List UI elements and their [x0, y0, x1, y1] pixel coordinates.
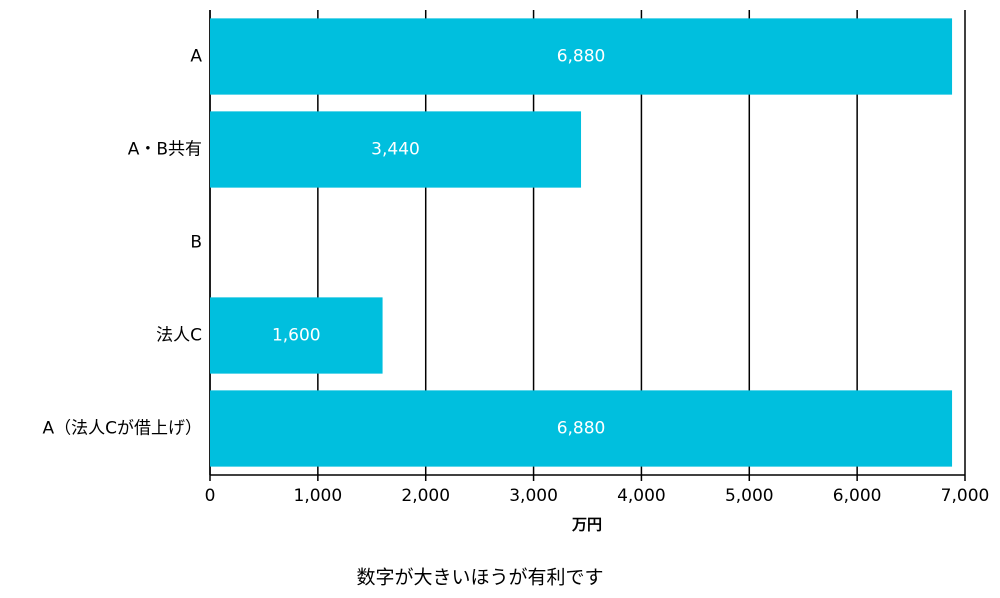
bar [210, 18, 953, 95]
x-tick-label: 6,000 [833, 486, 882, 506]
x-tick-label: 4,000 [617, 486, 666, 506]
y-tick-label: B [190, 233, 202, 253]
footnote: 数字が大きいほうが有利です [356, 567, 603, 589]
bar [210, 297, 383, 374]
x-axis-label: 万円 [571, 516, 602, 534]
y-tick-label: A（法人Cが借上げ） [43, 419, 203, 439]
y-tick-label: A [190, 47, 202, 67]
value-label: 3,440 [371, 140, 420, 160]
x-tick-label: 1,000 [294, 486, 343, 506]
x-tick-label: 2,000 [401, 486, 450, 506]
value-label: 6,880 [557, 47, 606, 67]
x-tick-label: 3,000 [509, 486, 558, 506]
y-tick-label: A・B共有 [128, 140, 202, 160]
x-tick-label: 7,000 [941, 486, 990, 506]
value-label: 1,600 [272, 326, 321, 346]
x-tick-label: 5,000 [725, 486, 774, 506]
x-tick-label: 0 [205, 486, 216, 506]
bar [210, 111, 582, 188]
bar [210, 390, 953, 467]
y-tick-label: 法人C [156, 326, 202, 346]
value-label: 6,880 [557, 419, 606, 439]
